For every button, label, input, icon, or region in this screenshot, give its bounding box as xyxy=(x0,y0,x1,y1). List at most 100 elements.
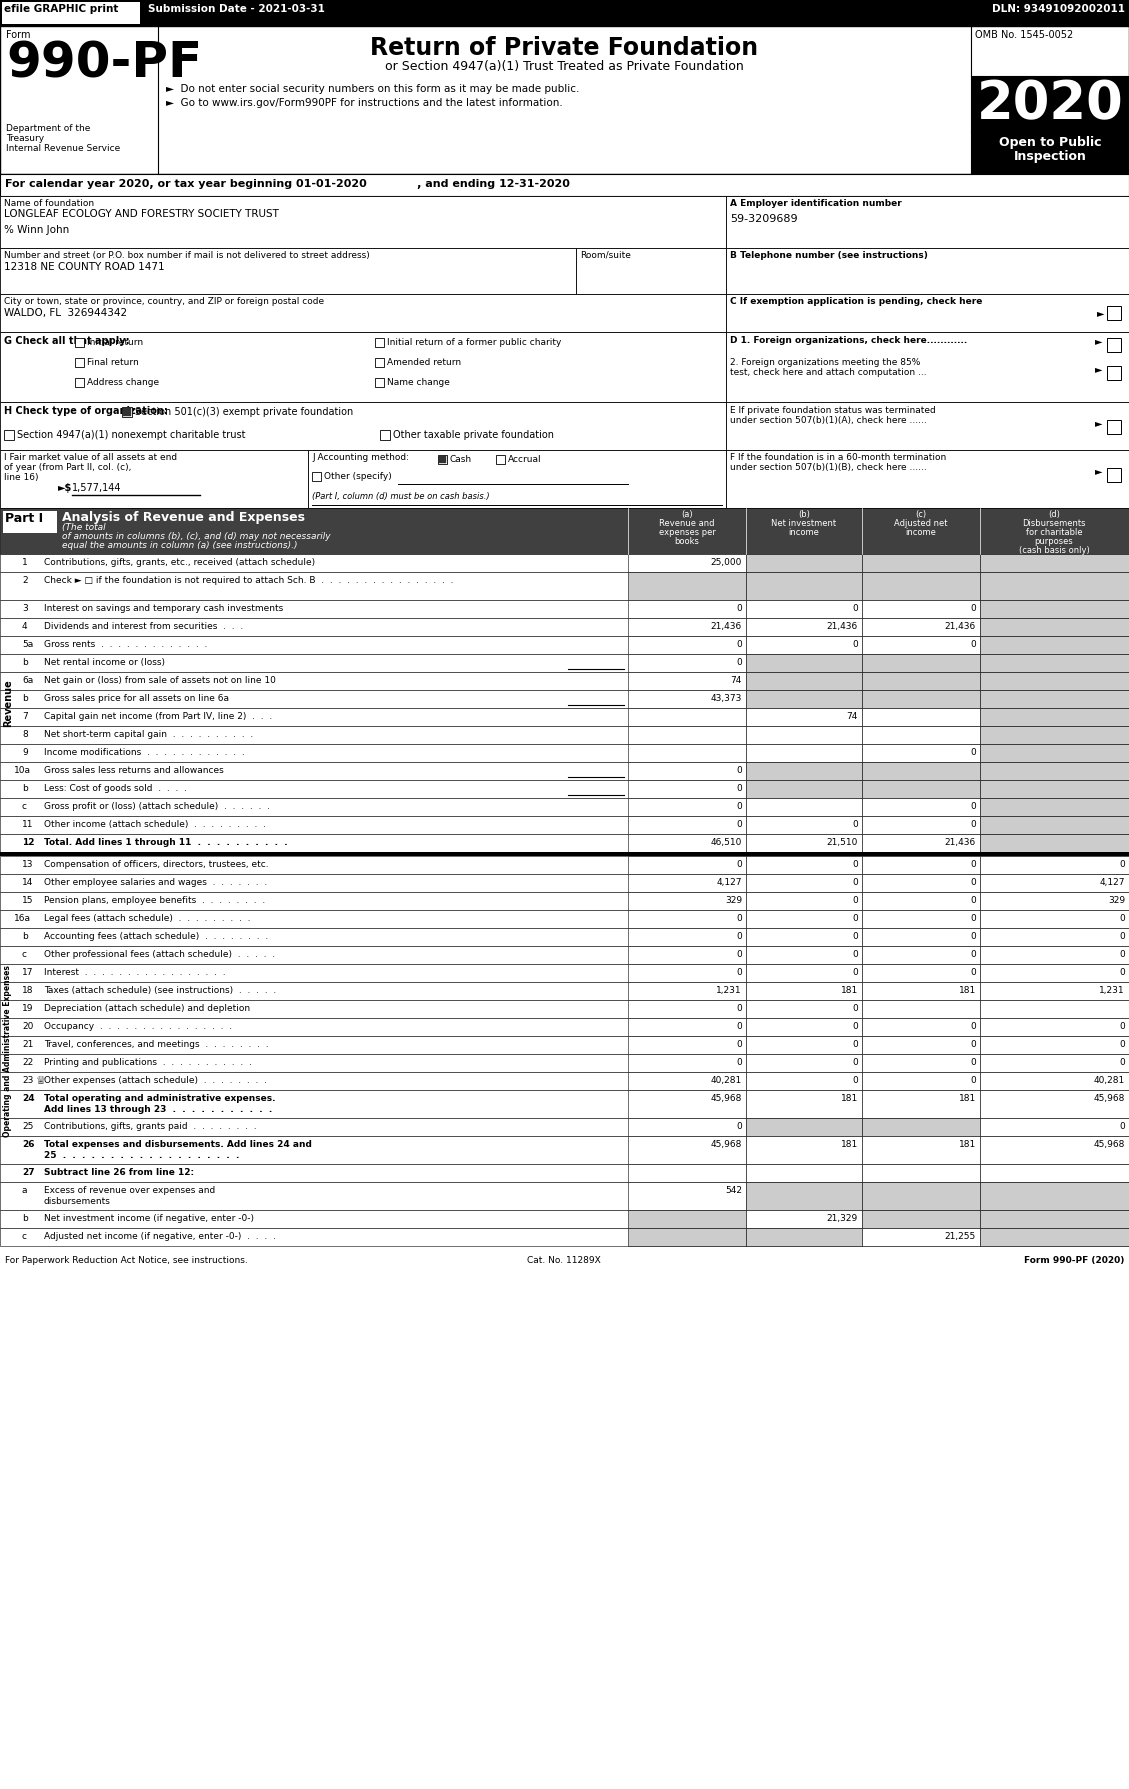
Bar xyxy=(971,131,1129,174)
Text: Amended return: Amended return xyxy=(387,358,461,367)
Bar xyxy=(628,1183,746,1209)
Text: For calendar year 2020, or tax year beginning 01-01-2020             , and endin: For calendar year 2020, or tax year begi… xyxy=(5,179,570,190)
Text: income: income xyxy=(905,528,936,537)
Bar xyxy=(75,358,84,367)
Text: ►: ► xyxy=(1095,336,1103,345)
Bar xyxy=(0,197,726,249)
Bar xyxy=(0,1209,1129,1227)
Text: Address change: Address change xyxy=(87,377,159,386)
Bar xyxy=(628,1136,746,1165)
Text: 25,000: 25,000 xyxy=(710,558,742,567)
Bar xyxy=(980,780,1129,798)
Bar xyxy=(863,744,980,762)
Bar xyxy=(375,377,384,386)
Text: 0: 0 xyxy=(970,819,975,828)
Bar xyxy=(980,673,1129,691)
Text: b: b xyxy=(21,658,28,667)
Text: 4,127: 4,127 xyxy=(1100,878,1124,887)
Bar xyxy=(0,1000,1129,1018)
Bar xyxy=(863,708,980,726)
Text: 0: 0 xyxy=(970,968,975,977)
Bar xyxy=(1108,338,1121,352)
Text: disbursements: disbursements xyxy=(44,1197,111,1206)
Bar xyxy=(628,875,746,893)
Text: J Accounting method:: J Accounting method: xyxy=(312,453,409,462)
Text: 4,127: 4,127 xyxy=(717,878,742,887)
Bar xyxy=(3,512,56,533)
Text: Revenue: Revenue xyxy=(3,680,14,726)
Text: Room/suite: Room/suite xyxy=(580,250,631,259)
Bar xyxy=(628,1018,746,1036)
Bar xyxy=(0,1054,1129,1072)
Text: 0: 0 xyxy=(852,1039,858,1048)
Text: 0: 0 xyxy=(1119,932,1124,941)
Bar xyxy=(0,893,1129,911)
Bar xyxy=(1108,306,1121,320)
Bar xyxy=(746,744,863,762)
Bar xyxy=(0,780,1129,798)
Bar xyxy=(746,964,863,982)
Text: 0: 0 xyxy=(1119,950,1124,959)
Bar xyxy=(0,744,1129,762)
Bar xyxy=(0,1227,1129,1245)
Bar xyxy=(628,1165,746,1183)
Text: 17: 17 xyxy=(21,968,34,977)
Text: 181: 181 xyxy=(841,1140,858,1149)
Bar xyxy=(746,1209,863,1227)
Text: 0: 0 xyxy=(852,878,858,887)
Text: 329: 329 xyxy=(1108,896,1124,905)
Text: 2. Foreign organizations meeting the 85%: 2. Foreign organizations meeting the 85% xyxy=(730,358,920,367)
Text: (The total: (The total xyxy=(62,522,106,531)
Text: F If the foundation is in a 60-month termination: F If the foundation is in a 60-month ter… xyxy=(730,453,946,462)
Text: 0: 0 xyxy=(970,932,975,941)
Bar xyxy=(0,293,726,333)
Text: 25: 25 xyxy=(21,1122,34,1131)
Bar xyxy=(863,1090,980,1118)
Bar xyxy=(746,1090,863,1118)
Text: Department of the: Department of the xyxy=(6,123,90,132)
Text: 6a: 6a xyxy=(21,676,33,685)
Bar xyxy=(980,572,1129,599)
Bar xyxy=(746,1072,863,1090)
Text: DLN: 93491092002011: DLN: 93491092002011 xyxy=(992,4,1124,14)
Bar xyxy=(863,617,980,637)
Text: 0: 0 xyxy=(852,1022,858,1030)
Bar xyxy=(438,454,447,463)
Text: Income modifications  .  .  .  .  .  .  .  .  .  .  .  .: Income modifications . . . . . . . . . .… xyxy=(44,748,245,757)
Text: 1,577,144: 1,577,144 xyxy=(72,483,122,494)
Text: 0: 0 xyxy=(736,658,742,667)
Text: 0: 0 xyxy=(970,914,975,923)
Text: ►: ► xyxy=(1097,308,1104,318)
Text: Contributions, gifts, grants paid  .  .  .  .  .  .  .  .: Contributions, gifts, grants paid . . . … xyxy=(44,1122,256,1131)
Text: 990-PF: 990-PF xyxy=(6,39,202,88)
Bar xyxy=(746,780,863,798)
Bar xyxy=(628,744,746,762)
Text: 0: 0 xyxy=(970,950,975,959)
Text: Compensation of officers, directors, trustees, etc.: Compensation of officers, directors, tru… xyxy=(44,861,269,869)
Bar xyxy=(980,928,1129,946)
Text: (a): (a) xyxy=(681,510,693,519)
Text: 181: 181 xyxy=(959,1140,975,1149)
Text: Analysis of Revenue and Expenses: Analysis of Revenue and Expenses xyxy=(62,512,305,524)
Text: 20: 20 xyxy=(21,1022,34,1030)
Text: (Part I, column (d) must be on cash basis.): (Part I, column (d) must be on cash basi… xyxy=(312,492,490,501)
Text: 0: 0 xyxy=(970,1039,975,1048)
Bar xyxy=(980,762,1129,780)
Bar xyxy=(746,928,863,946)
Bar xyxy=(863,655,980,673)
Text: 16a: 16a xyxy=(14,914,30,923)
Bar xyxy=(746,1054,863,1072)
Text: 0: 0 xyxy=(736,914,742,923)
Bar xyxy=(628,946,746,964)
Text: (d): (d) xyxy=(1048,510,1060,519)
Text: Total operating and administrative expenses.: Total operating and administrative expen… xyxy=(44,1095,275,1104)
Bar xyxy=(0,1090,1129,1118)
Text: WALDO, FL  326944342: WALDO, FL 326944342 xyxy=(5,308,128,318)
Bar xyxy=(863,1209,980,1227)
Text: under section 507(b)(1)(B), check here ......: under section 507(b)(1)(B), check here .… xyxy=(730,463,927,472)
Bar xyxy=(746,555,863,572)
Bar xyxy=(980,744,1129,762)
Text: Gross rents  .  .  .  .  .  .  .  .  .  .  .  .  .: Gross rents . . . . . . . . . . . . . xyxy=(44,640,208,649)
Text: 0: 0 xyxy=(852,640,858,649)
Text: LONGLEAF ECOLOGY AND FORESTRY SOCIETY TRUST: LONGLEAF ECOLOGY AND FORESTRY SOCIETY TR… xyxy=(5,209,279,218)
